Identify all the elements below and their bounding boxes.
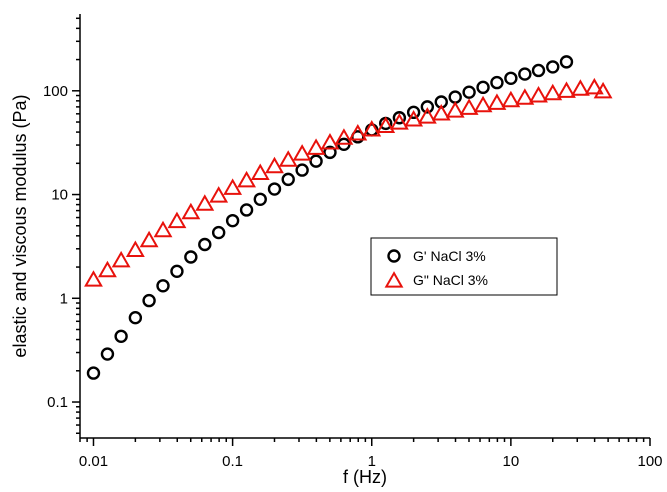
g-prime-point: [128, 310, 143, 325]
y-tick-label: 1: [60, 290, 68, 307]
legend-marker-circle: [387, 249, 401, 263]
g-double-prime-point: [334, 128, 354, 145]
g-double-prime-point: [501, 90, 521, 108]
x-tick-label: 10: [503, 453, 520, 470]
g-double-prime-point: [111, 250, 131, 268]
g-prime-point: [504, 71, 518, 85]
legend-marker-triangle: [384, 271, 404, 288]
g-double-prime-point: [181, 202, 201, 220]
g-double-prime-point: [348, 123, 368, 141]
g-prime-point: [420, 100, 435, 114]
g-double-prime-point: [376, 116, 396, 133]
g-double-prime-point: [584, 77, 604, 95]
g-prime-point: [295, 163, 309, 177]
g-prime-point: [253, 192, 267, 206]
g-double-prime-point: [320, 133, 340, 150]
g-double-prime-point: [223, 178, 243, 195]
g-double-prime-point: [487, 93, 507, 110]
g-double-prime-point: [292, 144, 312, 161]
g-double-prime-point: [529, 85, 548, 103]
y-tick-label: 100: [43, 83, 68, 100]
g-prime-point: [86, 366, 101, 380]
g-double-prime-point: [543, 83, 563, 101]
ticks: [72, 17, 651, 446]
g-prime-point: [100, 347, 115, 361]
x-tick-label: 0.1: [222, 453, 243, 470]
g-prime-point: [406, 105, 421, 120]
g-prime-point: [309, 154, 323, 168]
g-prime-point: [211, 225, 226, 240]
g-double-prime-point: [445, 101, 465, 118]
g-double-prime-point: [209, 186, 229, 203]
g-double-prime-point: [362, 120, 382, 137]
g-prime-point: [462, 85, 476, 99]
g-double-prime-point: [404, 110, 424, 127]
g-prime-point: [267, 182, 282, 196]
g-double-prime-point: [570, 79, 590, 96]
g-prime-point: [392, 111, 407, 125]
g-prime-point: [198, 237, 212, 252]
g-double-prime-point: [167, 211, 187, 229]
g-double-prime-point: [417, 107, 437, 124]
x-tick-label: 1: [368, 453, 376, 470]
y-axis-title: elastic and viscous modulus (Pa): [10, 94, 30, 357]
g-prime-point: [448, 90, 462, 104]
g-prime-point: [490, 75, 504, 90]
g-double-prime-point: [139, 230, 159, 248]
g-prime-point: [184, 250, 198, 264]
g-prime-point: [281, 172, 295, 187]
g-double-prime-point: [84, 270, 103, 287]
y-tick-label: 0.1: [47, 394, 68, 411]
g-prime-point: [546, 60, 560, 74]
data-markers: [84, 55, 613, 380]
g-double-prime-point: [431, 103, 451, 121]
x-tick-label: 0.01: [79, 453, 108, 470]
legend: G' NaCl 3% G" NaCl 3%: [370, 237, 558, 296]
g-double-prime-point: [515, 88, 535, 105]
legend-label-g-double-prime: G" NaCl 3%: [413, 272, 488, 288]
g-double-prime-point: [265, 156, 284, 174]
g-prime-point: [518, 67, 532, 81]
y-tick-label: 10: [51, 187, 68, 204]
x-tick-label: 100: [637, 453, 662, 470]
legend-label-g-prime: G' NaCl 3%: [413, 248, 486, 264]
g-prime-point: [170, 264, 184, 279]
g-double-prime-point: [98, 260, 117, 278]
g-prime-point: [142, 293, 156, 308]
g-double-prime-point: [125, 240, 145, 257]
g-prime-point: [531, 63, 546, 78]
g-prime-point: [559, 55, 574, 69]
g-double-prime-point: [278, 150, 298, 167]
g-double-prime-point: [250, 163, 270, 181]
g-double-prime-point: [153, 220, 173, 238]
tick-labels: 0.01 0.1 1 10 100 0.1 1 10 100: [43, 83, 663, 470]
g-prime-point: [114, 329, 128, 344]
g-double-prime-point: [237, 170, 256, 188]
g-prime-point: [225, 213, 240, 228]
g-double-prime-point: [306, 138, 326, 155]
g-prime-point: [323, 145, 337, 160]
g-prime-point: [476, 80, 490, 95]
g-double-prime-point: [473, 95, 493, 113]
x-axis-title: f (Hz): [343, 467, 387, 487]
g-double-prime-point: [459, 98, 479, 115]
g-double-prime-point: [195, 194, 215, 211]
g-double-prime-point: [557, 81, 576, 98]
g-prime-point: [239, 203, 254, 217]
g-prime-point: [156, 279, 170, 293]
g-double-prime-point: [593, 81, 613, 99]
g-double-prime-point: [389, 113, 409, 130]
